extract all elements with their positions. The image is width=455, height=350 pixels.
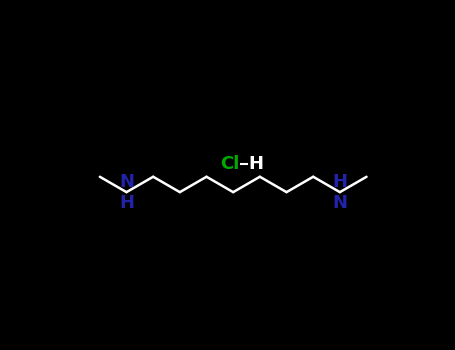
Text: H: H: [119, 194, 134, 212]
Text: H: H: [333, 173, 347, 191]
Text: N: N: [333, 194, 347, 212]
Text: Cl: Cl: [220, 155, 240, 173]
Text: H: H: [248, 155, 263, 173]
Text: N: N: [119, 173, 134, 191]
